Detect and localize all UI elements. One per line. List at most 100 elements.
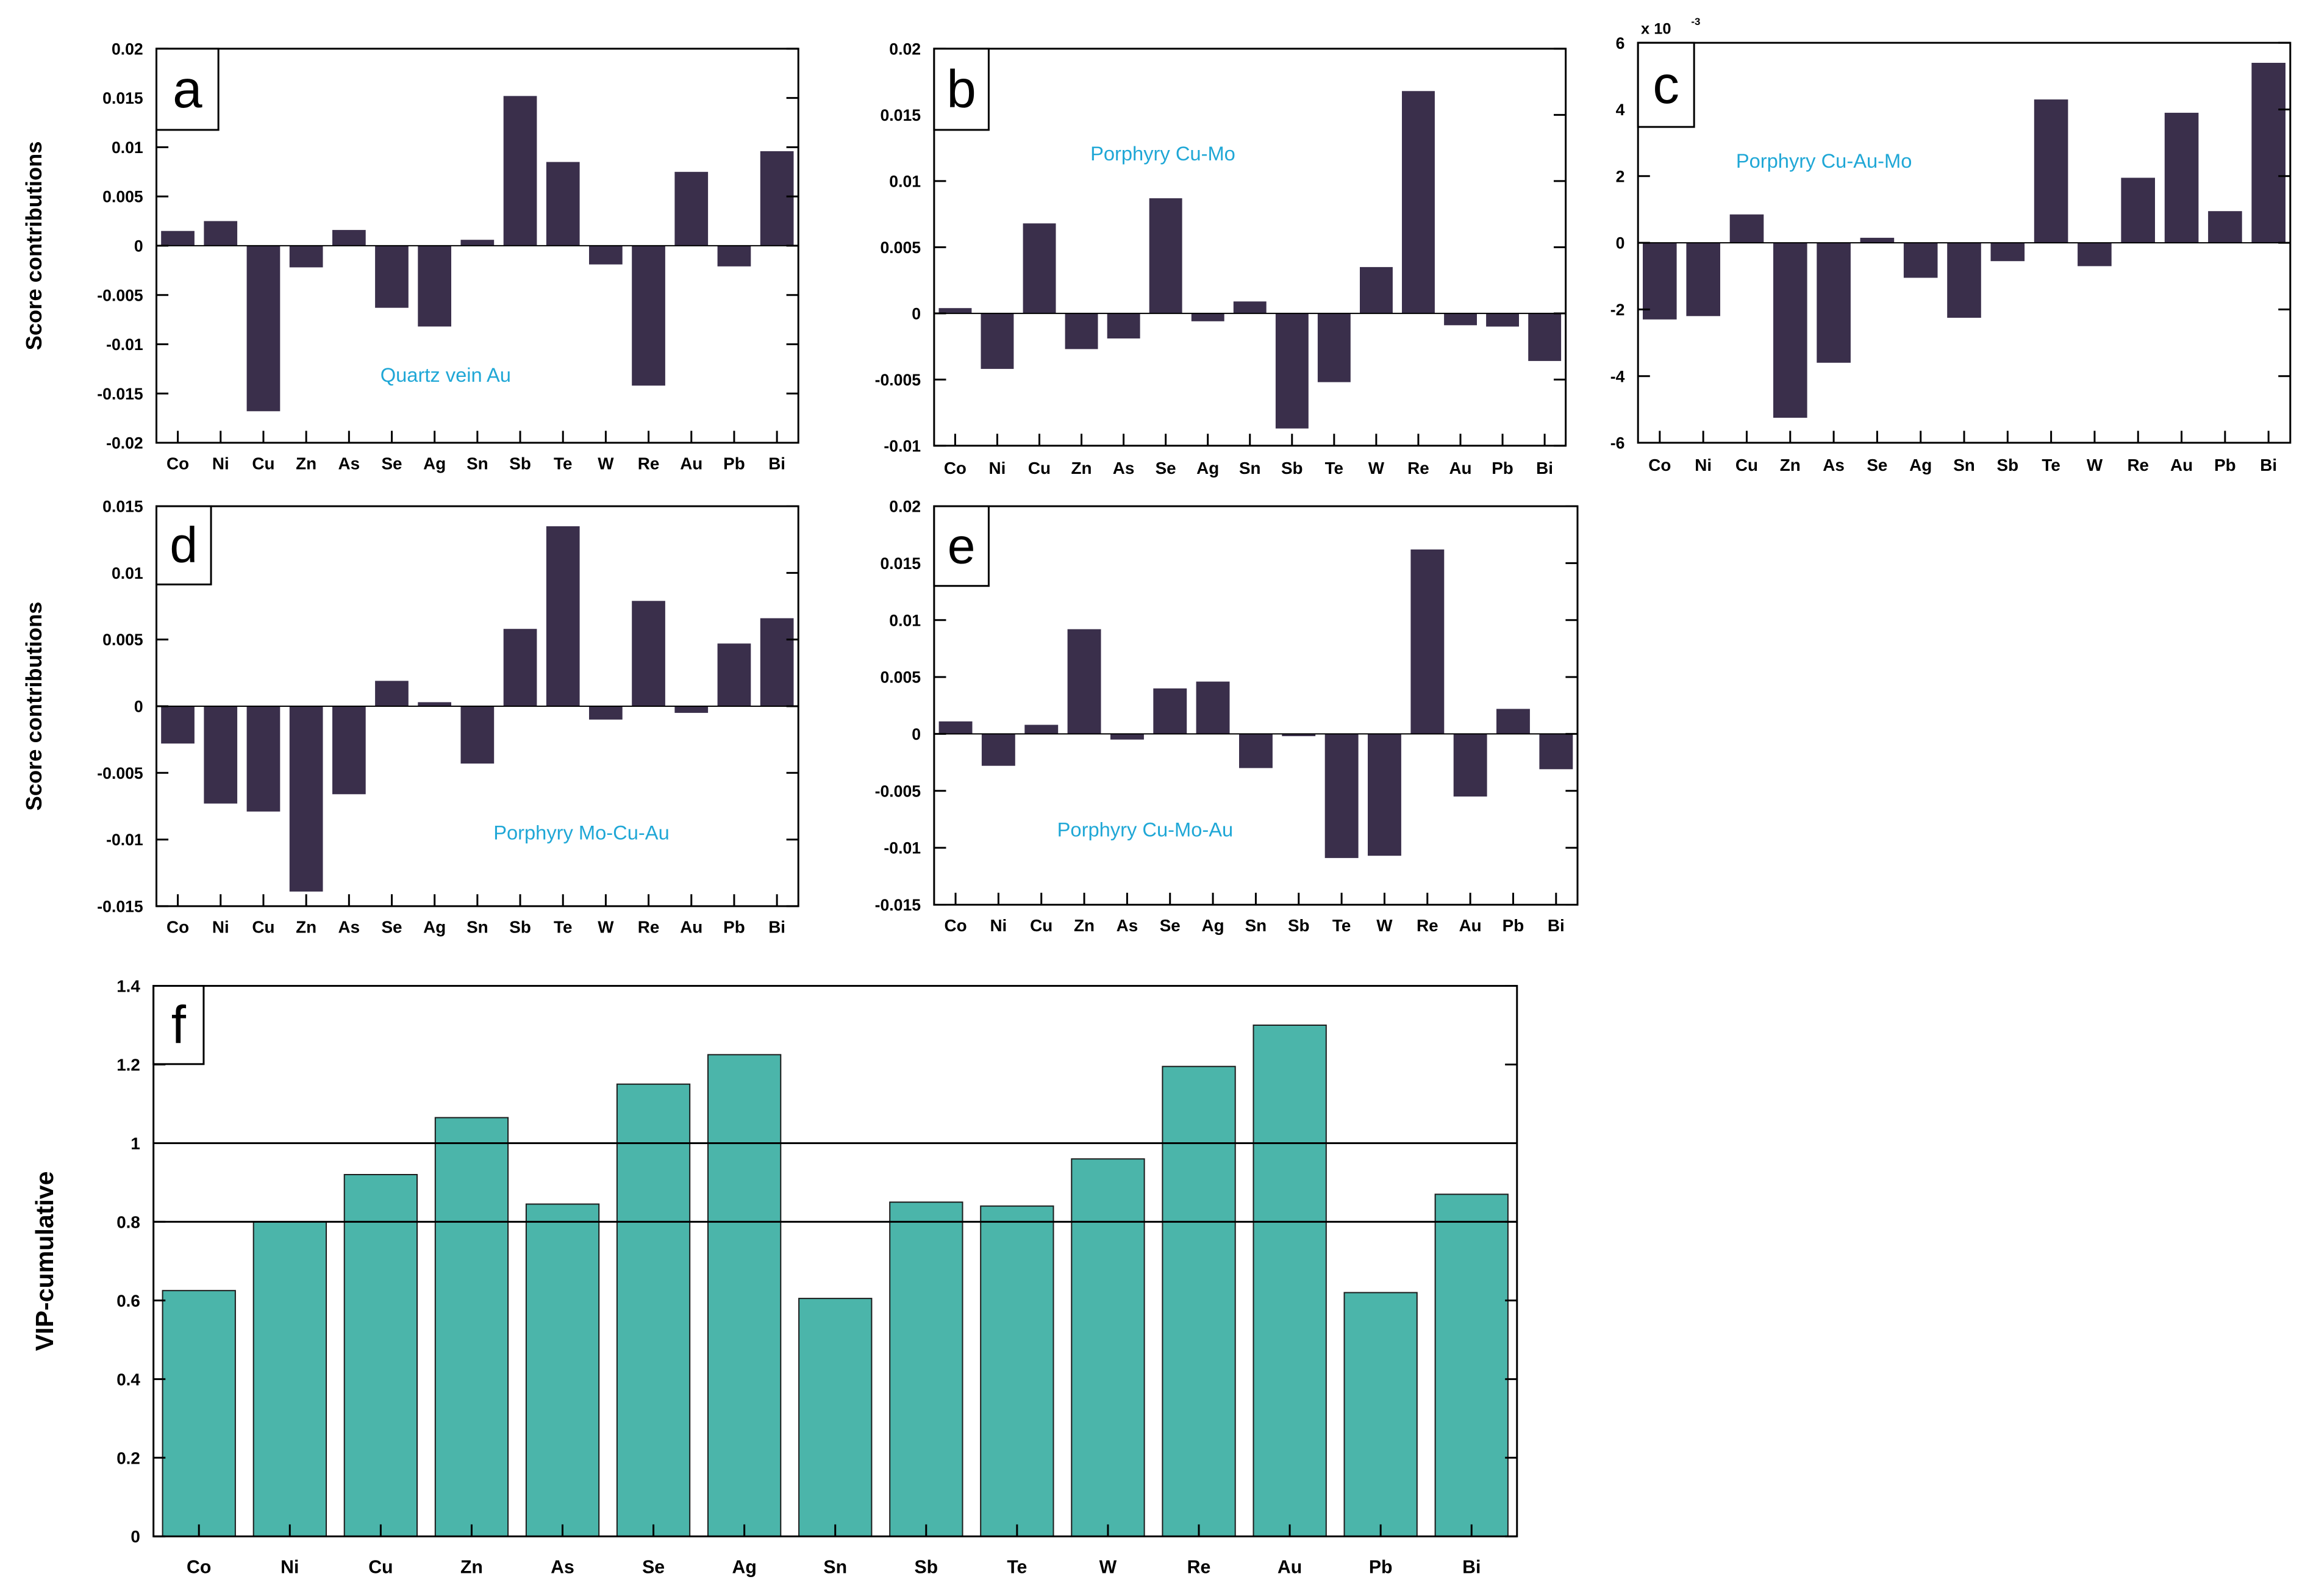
y-tick-label: 0.8 bbox=[116, 1212, 140, 1231]
bar-c-co bbox=[1643, 243, 1677, 320]
x-tick-label: Ni bbox=[281, 1558, 299, 1578]
bar-d-co bbox=[161, 706, 195, 744]
y-tick-label: 0 bbox=[912, 304, 921, 323]
x-tick-label: Te bbox=[2042, 456, 2060, 474]
y-tick-label: 0.4 bbox=[116, 1370, 140, 1389]
panel-label: b bbox=[946, 60, 976, 119]
x-tick-label: Cu bbox=[1735, 456, 1758, 474]
x-tick-label: Ag bbox=[423, 917, 446, 936]
x-tick-label: Ni bbox=[989, 459, 1006, 478]
bar-c-ni bbox=[1686, 243, 1720, 317]
plot-frame bbox=[933, 505, 1579, 906]
bar-d-bi bbox=[760, 618, 794, 706]
x-tick-label: Cu bbox=[252, 917, 274, 936]
x-tick-label: Au bbox=[1278, 1558, 1302, 1578]
bar-a-ag bbox=[418, 245, 451, 327]
bar-e-w bbox=[1368, 734, 1401, 856]
bar-b-w bbox=[1360, 267, 1393, 313]
chart-panel-b: 0.02 0.015 0.01 0.005 0 -0.005 -0.01 Co Ni Cu Zn As… bbox=[875, 40, 1567, 478]
y-tick-label: 0.01 bbox=[112, 138, 143, 157]
bar-a-bi bbox=[760, 151, 794, 246]
bar-d-au bbox=[674, 706, 709, 713]
y-tick-label: -0.015 bbox=[875, 896, 921, 914]
y-tick-label: -0.005 bbox=[875, 782, 921, 800]
deposit-type-label: Porphyry Cu-Au-Mo bbox=[1736, 149, 1912, 172]
x-tick-label: Zn bbox=[1071, 459, 1092, 478]
x-tick-label: Sb bbox=[1288, 916, 1310, 935]
deposit-type-label: Porphyry Mo-Cu-Au bbox=[493, 821, 670, 843]
x-tick-label: Co bbox=[1648, 456, 1671, 474]
x-tick-label: As bbox=[338, 454, 360, 473]
y-tick-label: -0.01 bbox=[884, 839, 921, 857]
bar-c-re bbox=[2121, 177, 2155, 243]
x-tick-label: Sn bbox=[1239, 459, 1261, 478]
deposit-type-label: Quartz vein Au bbox=[381, 363, 511, 386]
bar-b-bi bbox=[1528, 313, 1562, 361]
y-tick-label: -0.015 bbox=[97, 385, 143, 403]
bar-c-se bbox=[1860, 237, 1895, 243]
bar-d-ni bbox=[204, 706, 238, 804]
bar-d-ag bbox=[418, 702, 451, 706]
y-tick-label: 0.015 bbox=[102, 498, 143, 516]
bar-e-bi bbox=[1539, 734, 1573, 770]
x-tick-label: Bi bbox=[1462, 1558, 1481, 1578]
x-tick-label: Pb bbox=[723, 917, 745, 936]
x-tick-label: Ag bbox=[423, 454, 446, 473]
bar-d-zn bbox=[289, 706, 323, 892]
y-tick-label: -0.005 bbox=[97, 764, 143, 782]
x-tick-label: Bi bbox=[2260, 456, 2277, 474]
bar-c-bi bbox=[2251, 63, 2285, 243]
x-tick-label: Te bbox=[554, 454, 572, 473]
bar-a-sn bbox=[460, 240, 495, 246]
bar-b-zn bbox=[1065, 313, 1098, 349]
x-tick-label: W bbox=[598, 917, 614, 936]
x-tick-label: As bbox=[1823, 456, 1845, 474]
x-tick-label: W bbox=[598, 454, 614, 473]
bar-b-pb bbox=[1486, 313, 1519, 327]
bar-b-au bbox=[1444, 313, 1477, 326]
bar-c-cu bbox=[1729, 214, 1764, 243]
bar-d-w bbox=[589, 706, 623, 720]
bar-f-au bbox=[1253, 1025, 1327, 1537]
bar-f-bi bbox=[1434, 1193, 1509, 1537]
x-tick-label: Zn bbox=[296, 454, 316, 473]
x-tick-label: Se bbox=[381, 917, 402, 936]
x-tick-label: Cu bbox=[368, 1558, 393, 1578]
y-tick-label: 1.2 bbox=[116, 1056, 140, 1075]
x-tick-label: W bbox=[1368, 459, 1385, 478]
bar-d-se bbox=[375, 681, 409, 706]
bar-e-co bbox=[938, 721, 973, 734]
bar-b-co bbox=[938, 308, 972, 313]
bar-e-re bbox=[1410, 549, 1445, 734]
y-axis-label: Score contributions bbox=[21, 602, 46, 811]
bar-a-te bbox=[546, 162, 580, 246]
x-tick-label: Sn bbox=[466, 917, 488, 936]
chart-panel-e: 0.02 0.015 0.01 0.005 0 -0.005 -0.01 -0.015 Co Ni… bbox=[875, 498, 1579, 935]
x-tick-label: Ni bbox=[1695, 456, 1712, 474]
x-tick-label: Pb bbox=[723, 454, 745, 473]
bar-a-as bbox=[332, 230, 366, 246]
y-tick-label: 0.02 bbox=[889, 40, 921, 58]
x-tick-label: Re bbox=[1417, 916, 1438, 935]
y-tick-label: 0.005 bbox=[880, 668, 921, 687]
bar-f-co bbox=[162, 1290, 236, 1537]
y-tick-label: -0.005 bbox=[875, 371, 921, 389]
x-tick-label: Co bbox=[166, 454, 189, 473]
bar-a-pb bbox=[717, 245, 751, 267]
x-tick-label: Sn bbox=[823, 1558, 847, 1578]
x-tick-label: Re bbox=[1187, 1558, 1211, 1578]
bar-a-au bbox=[674, 171, 709, 246]
bar-e-cu bbox=[1024, 725, 1059, 734]
y-tick-label: -6 bbox=[1610, 434, 1625, 453]
y-tick-label: 0.02 bbox=[112, 40, 143, 58]
bar-e-ni bbox=[981, 734, 1015, 766]
x-tick-label: As bbox=[551, 1558, 574, 1578]
y-tick-label: 0.005 bbox=[880, 238, 921, 257]
bar-a-zn bbox=[289, 245, 323, 268]
x-tick-label: Bi bbox=[768, 917, 785, 936]
x-tick-label: Cu bbox=[1030, 916, 1052, 935]
x-tick-label: Zn bbox=[1074, 916, 1095, 935]
bar-e-sn bbox=[1239, 734, 1273, 768]
x-tick-label: Co bbox=[166, 917, 189, 936]
